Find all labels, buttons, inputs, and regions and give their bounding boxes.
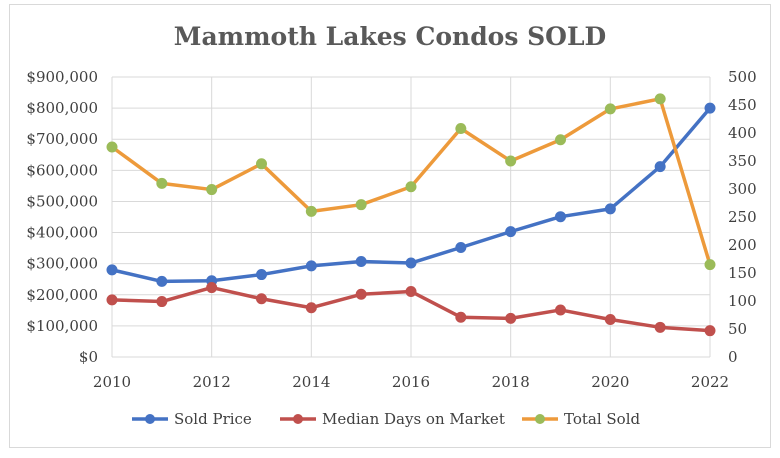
legend-swatch-marker xyxy=(293,414,303,424)
data-point xyxy=(555,304,566,316)
y-left-tick-label: $400,000 xyxy=(26,224,98,242)
chart-frame xyxy=(9,4,771,448)
legend-label: Median Days on Market xyxy=(322,410,505,428)
data-point xyxy=(505,312,517,324)
data-point xyxy=(156,275,168,287)
data-point xyxy=(156,296,168,308)
legend-entry: Total Sold xyxy=(522,410,641,428)
y-left-tick-label: $500,000 xyxy=(26,192,98,210)
data-point xyxy=(604,203,616,215)
x-tick-label: 2020 xyxy=(591,373,629,391)
x-tick-label: 2014 xyxy=(292,373,330,391)
data-point xyxy=(256,158,267,170)
data-point xyxy=(305,260,317,272)
y-right-tick-label: 100 xyxy=(728,292,757,310)
data-point xyxy=(704,325,716,337)
data-point xyxy=(355,199,367,211)
data-point xyxy=(455,311,467,323)
data-point xyxy=(654,321,666,333)
legend-label: Total Sold xyxy=(564,410,641,428)
data-point xyxy=(106,141,118,153)
data-point xyxy=(604,313,616,325)
series-median-days-on-market xyxy=(106,282,716,337)
tick-labels: $0 $100,000 $200,000 $300,000 $400,000 $500,0… xyxy=(26,68,756,391)
series-lines xyxy=(106,93,716,337)
data-point xyxy=(704,102,716,114)
x-tick-label: 2012 xyxy=(193,373,231,391)
x-tick-label: 2016 xyxy=(392,373,430,391)
data-point xyxy=(704,259,716,271)
y-left-tick-label: $700,000 xyxy=(26,130,98,148)
data-point xyxy=(604,103,616,115)
y-right-tick-label: 200 xyxy=(728,236,757,254)
data-point xyxy=(455,241,467,253)
data-point xyxy=(555,134,566,146)
legend: Sold Price Median Days on Market Total Sol… xyxy=(132,410,641,428)
y-right-tick-label: 250 xyxy=(728,208,757,226)
data-point xyxy=(355,255,367,267)
data-point xyxy=(505,226,517,238)
data-point xyxy=(256,269,267,281)
x-tick-label: 2018 xyxy=(492,373,530,391)
x-tick-label: 2022 xyxy=(691,373,729,391)
chart-title: Mammoth Lakes Condos SOLD xyxy=(174,22,606,51)
y-left-tick-label: $200,000 xyxy=(26,286,98,304)
data-point xyxy=(455,123,467,135)
legend-label: Sold Price xyxy=(174,410,252,428)
data-point xyxy=(405,181,417,193)
y-left-tick-label: $100,000 xyxy=(26,317,98,335)
data-point xyxy=(555,211,566,223)
data-point xyxy=(256,293,267,305)
legend-swatch-marker xyxy=(535,414,545,424)
gridlines xyxy=(111,76,711,358)
y-left-tick-label: $800,000 xyxy=(26,99,98,117)
y-right-tick-label: 0 xyxy=(728,348,738,366)
data-point xyxy=(654,161,666,173)
legend-entry: Median Days on Market xyxy=(280,410,505,428)
data-point xyxy=(206,282,218,294)
legend-swatch-marker xyxy=(145,414,155,424)
y-left-tick-label: $0 xyxy=(79,348,98,366)
y-right-tick-label: 450 xyxy=(728,96,757,114)
y-right-tick-label: 300 xyxy=(728,180,757,198)
data-point xyxy=(106,294,118,306)
y-left-tick-label: $900,000 xyxy=(26,68,98,86)
data-point xyxy=(405,285,417,297)
y-left-tick-label: $600,000 xyxy=(26,161,98,179)
data-point xyxy=(106,264,118,276)
y-right-tick-label: 350 xyxy=(728,152,757,170)
x-tick-label: 2010 xyxy=(93,373,131,391)
data-point xyxy=(505,155,517,167)
series-sold-price xyxy=(106,102,716,287)
y-right-tick-label: 50 xyxy=(728,320,747,338)
y-left-tick-label: $300,000 xyxy=(26,255,98,273)
data-point xyxy=(305,205,317,217)
data-point xyxy=(156,177,168,189)
data-point xyxy=(654,93,666,105)
data-point xyxy=(305,302,317,314)
y-right-tick-label: 400 xyxy=(728,124,757,142)
data-point xyxy=(405,257,417,269)
series-total-sold xyxy=(106,93,716,271)
y-right-tick-label: 150 xyxy=(728,264,757,282)
data-point xyxy=(206,184,218,196)
data-point xyxy=(355,288,367,300)
y-right-tick-label: 500 xyxy=(728,68,757,86)
legend-entry: Sold Price xyxy=(132,410,252,428)
